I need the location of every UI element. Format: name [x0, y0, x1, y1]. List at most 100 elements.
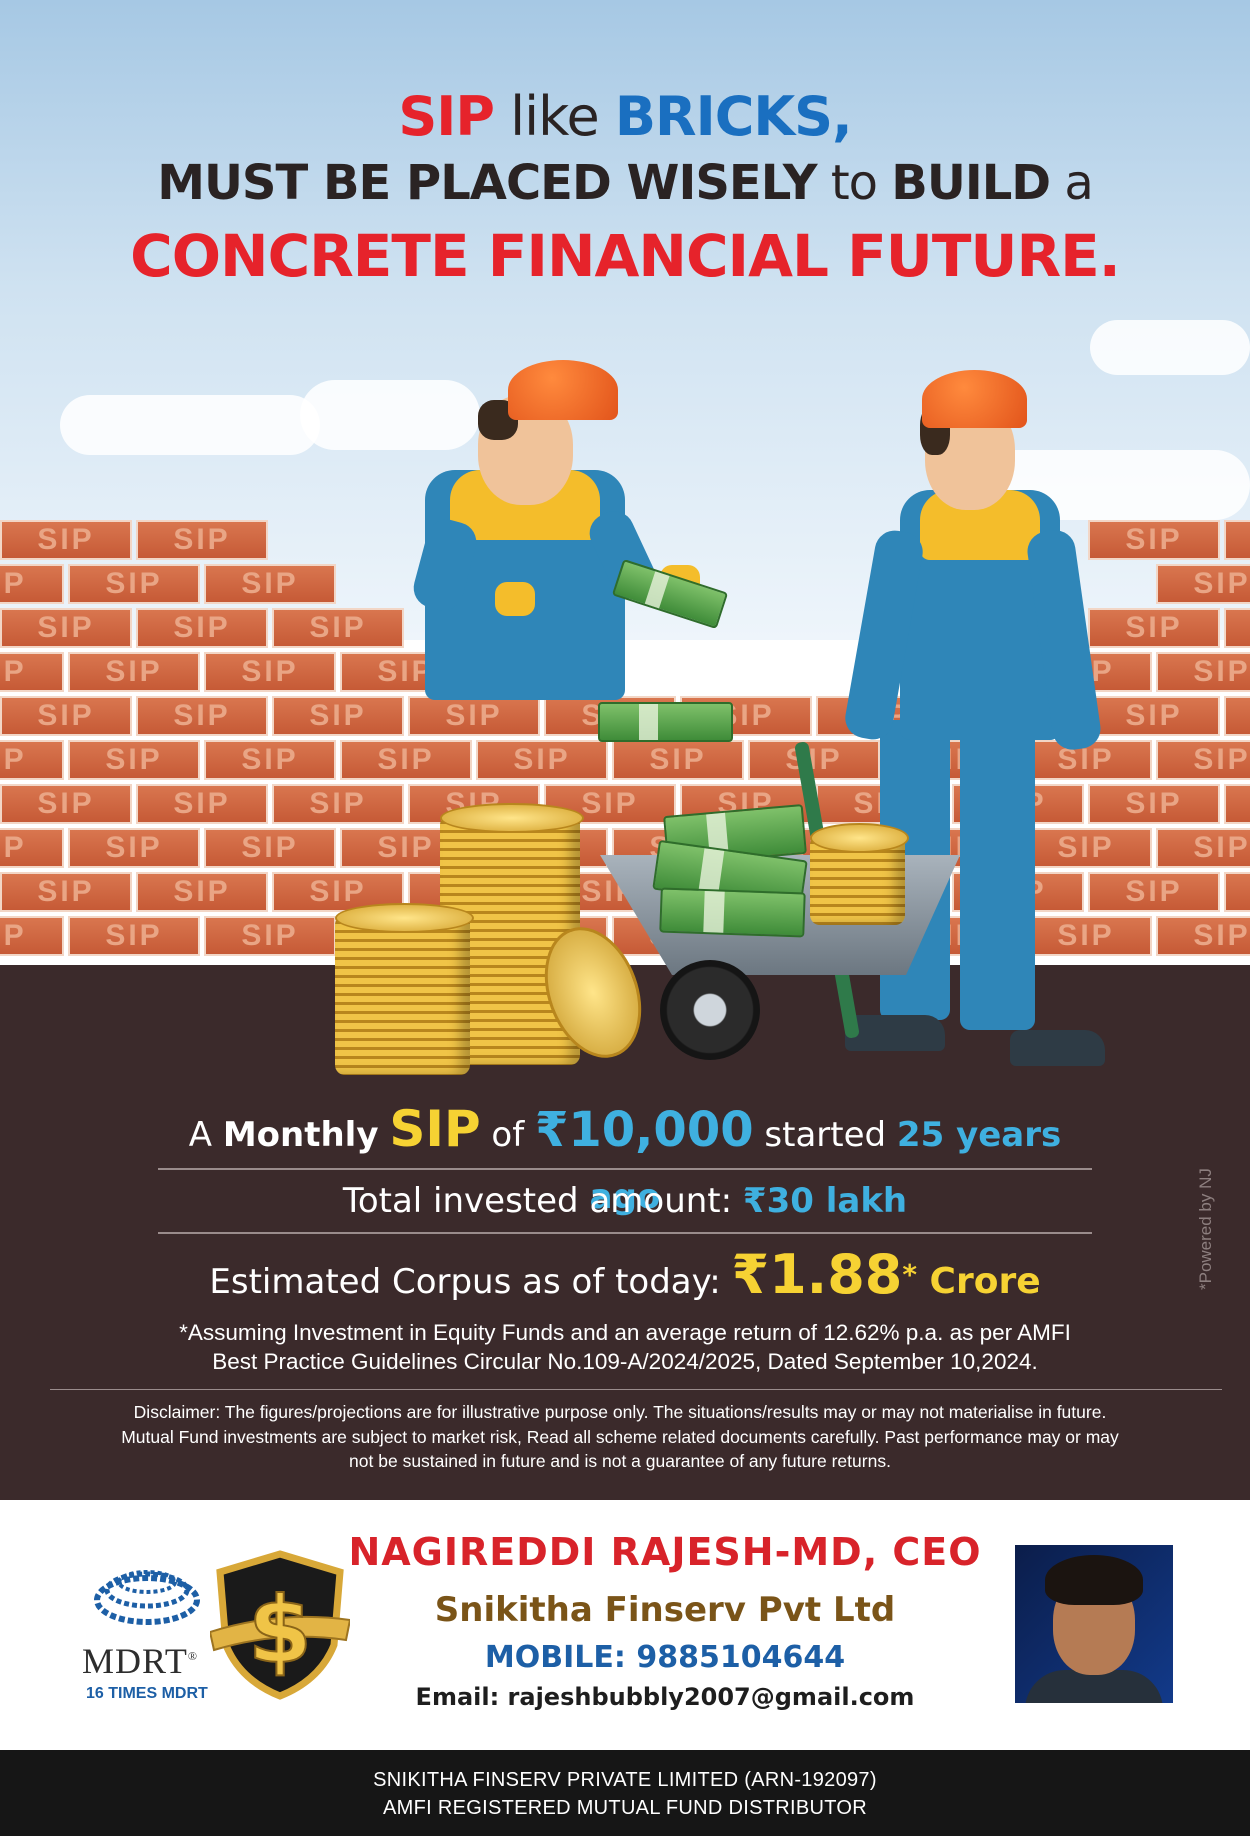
brick: SIP	[1088, 520, 1220, 560]
cloud	[300, 380, 480, 450]
monthly-word: Monthly	[222, 1115, 379, 1155]
brick: SIP	[1224, 608, 1250, 648]
brick: SIP	[0, 520, 132, 560]
assumption-line-2: Best Practice Guidelines Circular No.109…	[212, 1349, 1038, 1374]
disclaimer-line-2: Mutual Fund investments are subject to m…	[121, 1426, 1119, 1447]
brick: SIP	[272, 784, 404, 824]
brick: SIP	[204, 652, 336, 692]
invested-value: ₹30 lakh	[742, 1181, 908, 1221]
headline-placed-wisely: MUST BE PLACED WISELY	[157, 155, 817, 211]
divider	[158, 1168, 1092, 1170]
cash-brick	[598, 702, 733, 742]
brick: SIP	[0, 828, 64, 868]
footer: SNIKITHA FINSERV PRIVATE LIMITED (ARN-19…	[0, 1750, 1250, 1836]
brick: SIP	[1156, 828, 1250, 868]
brick: SIP	[340, 740, 472, 780]
dollar-shield-icon: $	[210, 1550, 350, 1700]
brick: SIP	[1224, 784, 1250, 824]
brick: SIP	[136, 520, 268, 560]
monthly-years: 25 years ago	[589, 1115, 1062, 1217]
brick: SIP	[1156, 740, 1250, 780]
brick: SIP	[68, 828, 200, 868]
brick: SIP	[1224, 520, 1250, 560]
monthly-a: A	[188, 1115, 223, 1155]
corpus-label: Estimated Corpus as of today:	[209, 1262, 732, 1302]
brick: SIP	[1020, 916, 1152, 956]
svg-text:$: $	[248, 1577, 312, 1684]
brick: SIP	[0, 608, 132, 648]
disclaimer-line-3: not be sustained in future and is not a …	[349, 1451, 891, 1471]
headline-line-2: MUST BE PLACED WISELY to BUILD a	[0, 149, 1250, 217]
mdrt-subtitle: 16 TIMES MDRT	[86, 1685, 208, 1702]
brick: SIP	[0, 916, 64, 956]
brick: SIP	[136, 872, 268, 912]
brick: SIP	[272, 608, 404, 648]
brick: SIP	[1088, 872, 1220, 912]
brick: SIP	[1020, 828, 1152, 868]
brick: SIP	[1224, 696, 1250, 736]
brick: SIP	[0, 564, 64, 604]
disclaimer-line-1: Disclaimer: The figures/projections are …	[133, 1402, 1107, 1422]
disclaimer: Disclaimer: The figures/projections are …	[40, 1400, 1200, 1474]
brick: SIP	[1020, 740, 1152, 780]
headline-line-3: CONCRETE FINANCIAL FUTURE.	[130, 222, 1121, 290]
monthly-started: started	[753, 1115, 897, 1155]
brick: SIP	[136, 784, 268, 824]
brick: SIP	[1156, 652, 1250, 692]
brick: SIP	[748, 740, 880, 780]
cloud	[60, 395, 320, 455]
brick: SIP	[136, 696, 268, 736]
headline-like: like	[493, 85, 615, 148]
cash-bundle	[659, 887, 806, 938]
brick: SIP	[612, 740, 744, 780]
contact-name: NAGIREDDI RAJESH-MD, CEO	[348, 1530, 982, 1574]
brick: SIP	[0, 652, 64, 692]
contact-email[interactable]: Email: rajeshbubbly2007@gmail.com	[415, 1683, 915, 1711]
headline-build: BUILD	[891, 155, 1051, 211]
corpus-star: *	[902, 1258, 917, 1291]
brick: SIP	[204, 828, 336, 868]
monthly-sip-line: A Monthly SIP of ₹10,000 started 25 year…	[150, 1098, 1100, 1228]
brick: SIP	[0, 740, 64, 780]
brick: SIP	[1156, 916, 1250, 956]
corpus-unit: Crore	[917, 1261, 1041, 1302]
brick: SIP	[1088, 696, 1220, 736]
headline-bricks: BRICKS,	[614, 85, 853, 148]
invested-line: Total invested amount: ₹30 lakh	[150, 1175, 1100, 1227]
mdrt-logo-icon	[94, 1570, 200, 1625]
brick: SIP	[68, 564, 200, 604]
footer-line-1: SNIKITHA FINSERV PRIVATE LIMITED (ARN-19…	[373, 1769, 877, 1791]
brick: SIP	[408, 696, 540, 736]
monthly-sip: SIP	[389, 1100, 481, 1158]
corpus-value: ₹1.88	[731, 1243, 903, 1306]
brick: SIP	[272, 696, 404, 736]
mdrt-word: MDRT	[82, 1641, 188, 1681]
brick: SIP	[1224, 872, 1250, 912]
monthly-space	[379, 1115, 390, 1155]
headline-to: to	[816, 155, 892, 211]
brick: SIP	[204, 564, 336, 604]
headline-a: a	[1050, 155, 1093, 211]
invested-label: Total invested amount:	[342, 1181, 743, 1221]
headline: SIP like BRICKS, MUST BE PLACED WISELY t…	[0, 85, 1250, 295]
brick: SIP	[136, 608, 268, 648]
monthly-of: of	[480, 1115, 535, 1155]
profile-photo	[1015, 1545, 1173, 1703]
contact-mobile[interactable]: MOBILE: 9885104644	[484, 1640, 846, 1675]
monthly-amount: ₹10,000	[534, 1102, 754, 1158]
brick: SIP	[0, 872, 132, 912]
brick: SIP	[0, 784, 132, 824]
brick: SIP	[272, 872, 404, 912]
brick: SIP	[68, 652, 200, 692]
coin-stack	[335, 903, 474, 1075]
assumption-line-1: *Assuming Investment in Equity Funds and…	[179, 1320, 1071, 1345]
brick: SIP	[1156, 564, 1250, 604]
brick: SIP	[1088, 784, 1220, 824]
coin-stack	[810, 823, 909, 925]
brick: SIP	[68, 916, 200, 956]
powered-by: *Powered by NJ	[1196, 1168, 1215, 1290]
brick: SIP	[204, 740, 336, 780]
headline-line-1: SIP like BRICKS,	[0, 85, 1250, 149]
corpus-line: Estimated Corpus as of today: ₹1.88* Cro…	[150, 1240, 1100, 1317]
